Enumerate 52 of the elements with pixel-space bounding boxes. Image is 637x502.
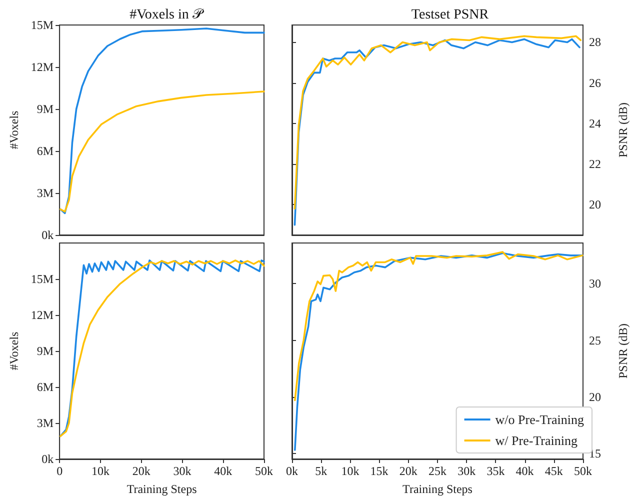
x-tick-label: 20k	[132, 464, 150, 478]
x-tick-label: 40k	[516, 464, 534, 478]
line-series	[294, 252, 584, 451]
y-tick-label: 30	[589, 276, 601, 291]
x-axis-title: Training Steps	[402, 482, 473, 496]
x-tick-label: 25k	[428, 464, 446, 478]
x-tick-label: 35k	[486, 464, 505, 478]
x-tick-label: 20k	[399, 464, 418, 478]
x-tick-label: 10k	[341, 464, 360, 478]
x-tick-label: 0	[56, 464, 63, 478]
legend-label: w/ Pre-Training	[495, 433, 578, 448]
x-tick-label: 50k	[574, 464, 592, 478]
y-tick-label: 15M	[30, 18, 54, 32]
x-tick-label: 30k	[173, 464, 192, 478]
y-axis-title: PSNR (dB)	[616, 102, 630, 158]
y-tick-label: 0k	[42, 228, 54, 242]
y-axis-title: #Voxels	[7, 110, 21, 150]
legend-label: w/o Pre-Training	[495, 412, 584, 427]
y-tick-label: 9M	[36, 102, 54, 116]
x-tick-label: 0k	[286, 464, 298, 478]
y-axis-title: PSNR (dB)	[616, 323, 630, 379]
x-tick-label: 15k	[370, 464, 388, 478]
y-tick-label: 0k	[42, 452, 54, 466]
x-tick-label: 10k	[91, 464, 110, 478]
x-tick-label: 40k	[214, 464, 232, 478]
x-tick-label: 5k	[315, 464, 328, 478]
line-series	[59, 28, 265, 214]
x-tick-label: 45k	[544, 464, 563, 478]
y-tick-label: 12M	[30, 60, 54, 74]
y-tick-label: 9M	[36, 344, 54, 358]
y-tick-label: 6M	[36, 380, 54, 394]
line-series	[59, 260, 265, 438]
y-tick-label: 6M	[36, 144, 54, 158]
y-tick-label: 24	[589, 116, 601, 130]
line-series	[294, 251, 584, 402]
y-tick-label: 20	[589, 390, 601, 404]
y-tick-label: 3M	[36, 186, 54, 200]
chart-title: Testset PSNR	[411, 8, 490, 22]
y-tick-label: 25	[589, 333, 601, 348]
y-tick-label: 22	[589, 156, 601, 171]
y-tick-label: 15M	[30, 272, 54, 286]
y-tick-label: 3M	[36, 416, 54, 430]
y-tick-label: 28	[589, 35, 601, 50]
x-tick-label: 30k	[458, 464, 476, 478]
x-axis-title: Training Steps	[126, 482, 198, 496]
y-tick-label: 26	[589, 76, 601, 90]
y-axis-title: #Voxels	[7, 331, 21, 370]
x-tick-label: 50k	[255, 464, 273, 478]
y-tick-label: 20	[589, 198, 601, 212]
chart-title: #Voxels in 𝒫	[130, 8, 204, 22]
y-tick-label: 12M	[30, 308, 54, 322]
line-series	[59, 90, 265, 213]
